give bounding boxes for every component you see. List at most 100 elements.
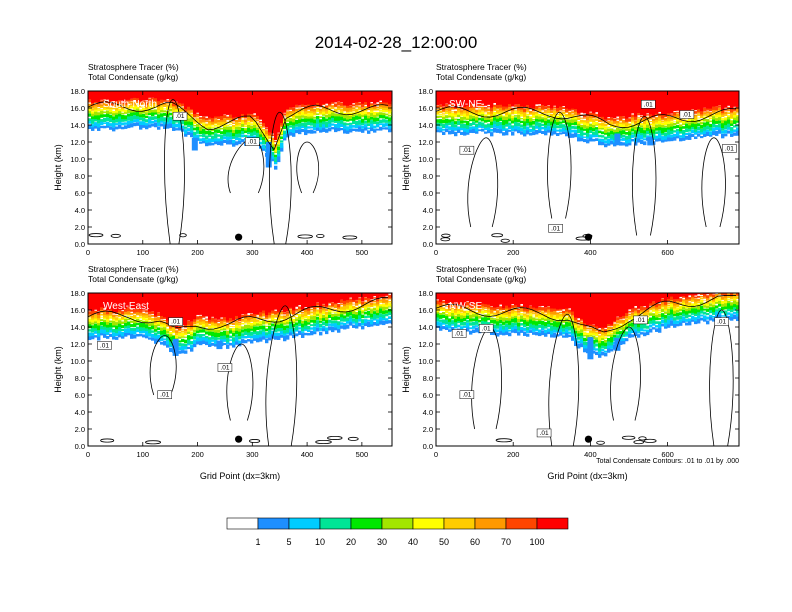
y-tick-label: 8.0	[75, 374, 85, 383]
colorbar-swatch	[412, 517, 445, 530]
x-tick-label: 0	[86, 450, 90, 459]
panel-title-condensate: Total Condensate (g/kg)	[88, 72, 178, 82]
y-tick-label: 0.0	[423, 240, 433, 249]
condensate-contours	[436, 295, 736, 446]
contour-label: .01	[644, 101, 653, 108]
y-tick-label: 18.0	[418, 87, 433, 96]
y-tick-label: 8.0	[423, 172, 433, 181]
y-tick-label: 12.0	[418, 138, 433, 147]
y-tick-label: 18.0	[70, 289, 85, 298]
y-tick-label: 0.0	[75, 240, 85, 249]
panel-south-north: Stratosphere Tracer (%)Total Condensate …	[53, 62, 393, 257]
panel-title-tracer: Stratosphere Tracer (%)	[436, 264, 527, 274]
colorbar-label: 20	[346, 537, 356, 547]
panel-name-label: NW-SE	[449, 301, 482, 312]
y-tick-label: 6.0	[75, 391, 85, 400]
location-marker	[235, 435, 243, 443]
contour-label: .01	[171, 319, 180, 326]
contour-label: .01	[682, 112, 691, 119]
contour-label: .01	[248, 139, 257, 146]
y-axis-label: Height (km)	[401, 346, 411, 393]
y-tick-label: 4.0	[423, 408, 433, 417]
y-tick-label: 6.0	[423, 391, 433, 400]
panel-west-east: Stratosphere Tracer (%)Total Condensate …	[53, 264, 393, 481]
contour-label: .01	[160, 392, 169, 399]
condensate-contours	[436, 106, 737, 243]
y-tick-label: 16.0	[70, 104, 85, 113]
colorbar-label: 70	[501, 537, 511, 547]
contour-note: Total Condensate Contours: .01 to .01 by…	[596, 458, 739, 465]
x-tick-label: 400	[584, 450, 597, 459]
contour-label: .01	[462, 392, 471, 399]
y-tick-label: 6.0	[423, 189, 433, 198]
y-tick-label: 14.0	[70, 121, 85, 130]
panel-title-tracer: Stratosphere Tracer (%)	[88, 62, 179, 72]
tracer-field	[88, 293, 392, 356]
y-tick-label: 4.0	[423, 206, 433, 215]
x-tick-label: 0	[434, 248, 438, 257]
x-tick-label: 0	[434, 450, 438, 459]
location-marker	[584, 435, 593, 443]
y-tick-label: 14.0	[70, 323, 85, 332]
y-tick-label: 6.0	[75, 189, 85, 198]
y-tick-label: 2.0	[75, 223, 85, 232]
x-tick-label: 200	[191, 450, 204, 459]
y-tick-label: 16.0	[418, 104, 433, 113]
y-axis-label: Height (km)	[53, 144, 63, 191]
x-tick-label: 600	[661, 248, 674, 257]
panel-sw-ne: Stratosphere Tracer (%)Total Condensate …	[401, 62, 740, 257]
x-tick-label: 500	[356, 248, 369, 257]
y-tick-label: 2.0	[423, 223, 433, 232]
location-marker	[584, 233, 593, 241]
y-axis-label: Height (km)	[53, 346, 63, 393]
colorbar-swatch	[226, 517, 259, 530]
panel-title-tracer: Stratosphere Tracer (%)	[88, 264, 179, 274]
panel-title-condensate: Total Condensate (g/kg)	[436, 72, 526, 82]
y-tick-label: 10.0	[418, 155, 433, 164]
colorbar-label: 30	[377, 537, 387, 547]
x-tick-label: 400	[301, 450, 314, 459]
colorbar-swatch	[536, 517, 569, 530]
y-tick-label: 4.0	[75, 408, 85, 417]
x-tick-label: 100	[137, 248, 150, 257]
x-tick-label: 600	[661, 450, 674, 459]
plot-frame	[435, 90, 740, 245]
x-tick-label: 100	[137, 450, 150, 459]
contour-label: .01	[717, 319, 726, 326]
panel-name-label: South-North	[103, 99, 157, 110]
colorbar-swatch	[474, 517, 507, 530]
y-tick-label: 12.0	[418, 340, 433, 349]
colorbar-swatch	[443, 517, 476, 530]
contour-label: .01	[100, 342, 109, 349]
contour-label: .01	[551, 225, 560, 232]
y-tick-label: 0.0	[75, 442, 85, 451]
condensate-contours	[88, 297, 389, 446]
tracer-field	[436, 293, 739, 360]
x-tick-label: 200	[507, 248, 520, 257]
contour-label: .01	[175, 113, 184, 120]
location-marker	[235, 233, 243, 241]
colorbar: 1 5 10 20 30 40 50 60 70 100	[226, 517, 569, 547]
x-axis-label: Grid Point (dx=3km)	[200, 471, 280, 481]
y-tick-label: 12.0	[70, 340, 85, 349]
contour-label: .01	[725, 146, 734, 153]
x-tick-label: 200	[191, 248, 204, 257]
y-tick-label: 10.0	[70, 155, 85, 164]
condensate-contours	[88, 99, 389, 244]
y-tick-label: 18.0	[418, 289, 433, 298]
contour-label: .01	[540, 430, 549, 437]
y-tick-label: 16.0	[70, 306, 85, 315]
x-axis-label: Grid Point (dx=3km)	[547, 471, 627, 481]
x-tick-label: 200	[507, 450, 520, 459]
colorbar-swatch	[381, 517, 414, 530]
plot-frame	[435, 292, 740, 447]
colorbar-label: 60	[470, 537, 480, 547]
panel-name-label: West-East	[103, 301, 149, 312]
y-tick-label: 4.0	[75, 206, 85, 215]
panel-name-label: SW-NE	[449, 99, 482, 110]
colorbar-label: 1	[255, 537, 260, 547]
panel-nw-se: Stratosphere Tracer (%)Total Condensate …	[401, 264, 740, 481]
panel-title-condensate: Total Condensate (g/kg)	[436, 274, 526, 284]
contour-label: .01	[636, 317, 645, 324]
